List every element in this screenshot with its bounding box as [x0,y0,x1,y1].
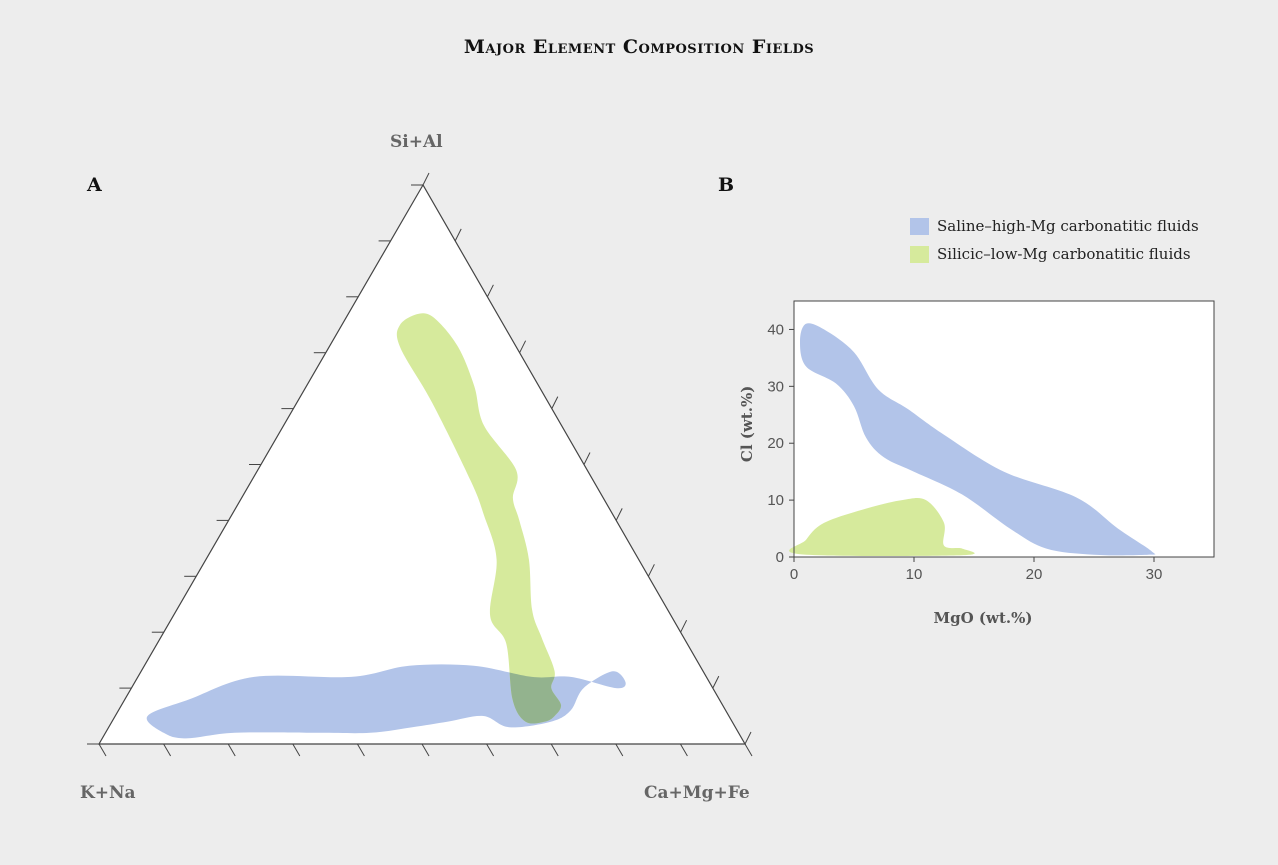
area-region-silicic [789,498,975,557]
ternary-tick-bottom-edge [744,743,753,757]
y-tick-label: 20 [767,435,784,452]
ternary-tick-bottom-edge [679,743,688,757]
ternary-tick-right-edge [712,675,720,689]
ternary-tick-bottom-edge [163,743,172,757]
ternary-tick-right-edge [647,564,655,577]
y-tick-label: 30 [767,378,784,395]
x-tick-label: 0 [790,566,798,583]
area-region-saline [800,323,1156,556]
legend-label-silicic: Silicic–low-Mg carbonatitic fluids [937,245,1191,263]
apex-label-left: K+Na [80,783,136,803]
ternary-background [99,185,745,744]
x-tick-label: 30 [1146,566,1163,583]
apex-label-top: Si+Al [390,132,443,152]
ternary-tick-right-edge [486,284,494,298]
ternary-tick-right-edge [454,228,462,242]
legend-item-silicic: Silicic–low-Mg carbonatitic fluids [910,240,1199,268]
ternary-tick-bottom-edge [615,743,624,757]
x-tick-label: 20 [1026,566,1043,583]
y-tick-label: 40 [767,321,784,338]
ternary-tick-right-edge [615,508,623,521]
ternary-tick-right-edge [744,731,752,745]
apex-label-right: Ca+Mg+Fe [644,783,750,803]
legend: Saline–high-Mg carbonatitic fluids Silic… [910,212,1199,268]
ternary-tick-bottom-edge [292,743,301,757]
ternary-tick-bottom-edge [356,743,365,757]
y-axis-title: Cl (wt.%) [738,386,756,462]
legend-item-saline: Saline–high-Mg carbonatitic fluids [910,212,1199,240]
ternary-tick-bottom-edge [486,743,495,757]
plot-frame [793,300,1215,558]
figure-title: Major Element Composition Fields [463,36,815,58]
ternary-tick-bottom-edge [98,743,107,757]
y-tick-label: 10 [767,492,784,509]
ternary-region-silicic [396,313,562,724]
x-axis-title: MgO (wt.%) [934,609,1033,627]
ternary-tick-right-edge [680,619,688,633]
ternary-tick-right-edge [551,396,559,409]
ternary-tick-right-edge [519,340,527,353]
panel-label-b: B [718,174,735,196]
ternary-tick-bottom-edge [550,743,559,757]
legend-swatch-silicic [910,245,929,263]
ternary-tick-bottom-edge [227,743,236,757]
legend-label-saline: Saline–high-Mg carbonatitic fluids [937,217,1199,235]
y-tick-label: 0 [776,549,784,566]
ternary-tick-right-edge [422,172,430,186]
legend-swatch-saline [910,217,929,235]
x-tick-label: 10 [906,566,923,583]
ternary-tick-bottom-edge [421,743,430,757]
ternary-region-saline [146,664,626,739]
ternary-tick-right-edge [583,452,591,465]
panel-label-a: A [87,174,102,196]
